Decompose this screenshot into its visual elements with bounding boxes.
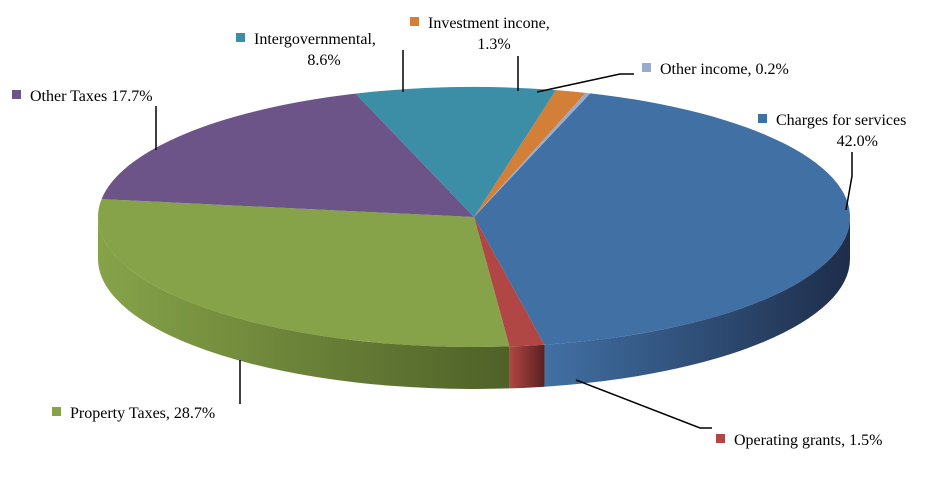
legend-marker: [52, 407, 61, 416]
pie-slices: [98, 87, 851, 347]
slice-label: Property Taxes, 28.7%: [70, 405, 215, 422]
slice-percent: 42.0%: [837, 133, 878, 150]
label-charges-for-services: Charges for services 42.0%: [758, 112, 906, 150]
pie-slice: [474, 92, 591, 217]
pie-sides: [98, 217, 850, 389]
legend-marker: [716, 434, 725, 443]
leader-lines: [155, 50, 853, 429]
pie-slice: [98, 199, 510, 347]
leader-line: [536, 73, 634, 93]
pie-slice: [474, 90, 586, 217]
legend-marker: [236, 33, 245, 42]
slice-label: Other Taxes 17.7%: [30, 88, 153, 105]
label-operating-grants: Operating grants, 1.5%: [716, 432, 882, 449]
leader-line: [845, 152, 853, 211]
pie-slice: [355, 87, 557, 217]
slice-label: Charges for services: [776, 112, 906, 129]
leader-line: [575, 379, 712, 429]
label-other-taxes: Other Taxes 17.7%: [12, 88, 153, 105]
legend-marker: [12, 90, 21, 99]
pie-slice: [474, 217, 545, 347]
pie-slice: [474, 93, 851, 345]
slice-side: [544, 217, 850, 387]
slice-label: Investment incone,: [428, 15, 550, 32]
slice-side: [509, 344, 545, 389]
label-property-taxes: Property Taxes, 28.7%: [52, 405, 215, 422]
slice-percent: 8.6%: [307, 52, 340, 69]
label-intergovernmental: Intergovernmental, 8.6%: [236, 31, 376, 69]
legend-marker: [642, 63, 651, 72]
legend-marker: [758, 114, 767, 123]
slice-percent: 1.3%: [477, 36, 510, 53]
slice-label: Other income, 0.2%: [660, 61, 789, 78]
slice-side: [98, 217, 510, 389]
legend-marker: [410, 17, 419, 26]
label-investment-income: Investment incone, 1.3%: [410, 15, 550, 53]
pie-slice: [101, 93, 475, 217]
label-other-income: Other income, 0.2%: [642, 61, 789, 78]
slice-label: Operating grants, 1.5%: [734, 432, 882, 449]
slice-label: Intergovernmental,: [254, 31, 376, 48]
